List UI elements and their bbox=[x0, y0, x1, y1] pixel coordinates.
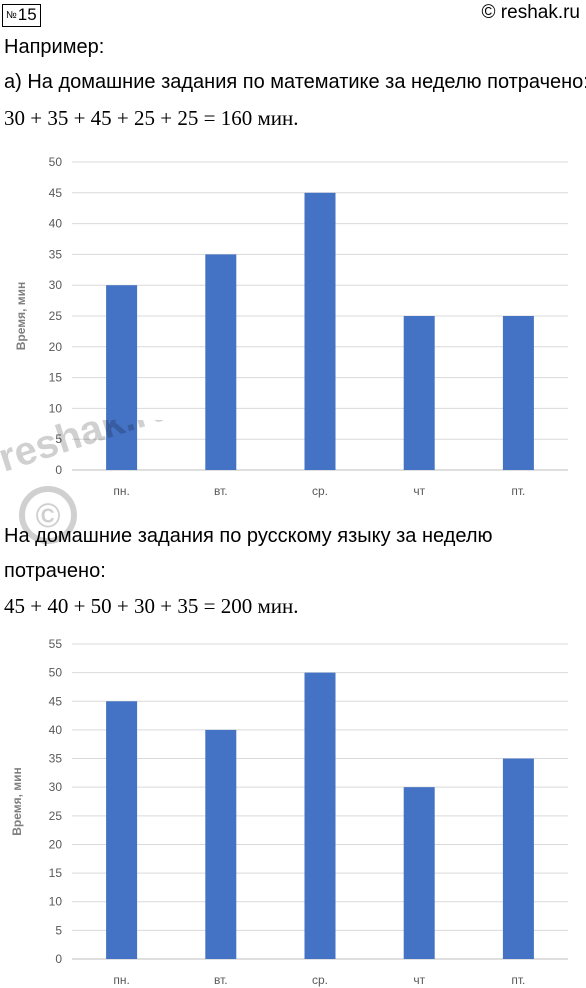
y-tick-label: 50 bbox=[49, 155, 63, 169]
russian-statement-line1: На домашние задания по русскому языку за… bbox=[4, 525, 493, 547]
y-tick-label: 50 bbox=[49, 666, 63, 680]
y-tick-label: 30 bbox=[49, 278, 63, 292]
bar bbox=[304, 192, 336, 471]
x-tick-label: чт bbox=[413, 973, 425, 987]
bar bbox=[403, 316, 435, 470]
y-tick-label: 5 bbox=[55, 432, 62, 446]
x-tick-label: пт. bbox=[511, 484, 525, 498]
x-tick-label: ср. bbox=[312, 973, 328, 987]
bar bbox=[205, 729, 237, 959]
number-sign: № bbox=[6, 10, 17, 21]
y-tick-label: 10 bbox=[49, 401, 63, 415]
russian-equation: 45 + 40 + 50 + 30 + 35 = 200 мин. bbox=[4, 594, 299, 618]
bar bbox=[403, 787, 435, 959]
y-tick-label: 5 bbox=[55, 923, 62, 937]
y-tick-label: 30 bbox=[49, 780, 63, 794]
x-tick-label: ср. bbox=[312, 484, 328, 498]
y-tick-label: 25 bbox=[49, 309, 63, 323]
math-statement: а) На домашние задания по математике за … bbox=[4, 71, 586, 93]
x-tick-label: пн. bbox=[113, 973, 129, 987]
x-tick-label: вт. bbox=[214, 973, 228, 987]
russian-statement-line2: потрачено: bbox=[4, 560, 106, 582]
bar bbox=[106, 701, 138, 959]
x-tick-label: пт. bbox=[511, 973, 525, 987]
task-number-badge: №15 bbox=[2, 4, 41, 27]
y-tick-label: 20 bbox=[49, 340, 63, 354]
math-equation: 30 + 35 + 45 + 25 + 25 = 160 мин. bbox=[4, 106, 299, 130]
y-tick-label: 40 bbox=[49, 217, 63, 231]
y-tick-label: 35 bbox=[49, 247, 63, 261]
x-tick-label: пн. bbox=[113, 484, 129, 498]
math-time-chart: 0 5 10 15 20 25 30 35 40 45 50 пн. вт. ср. чт пт. Время,… bbox=[14, 155, 568, 498]
y-tick-label: 35 bbox=[49, 752, 63, 766]
bar bbox=[502, 316, 534, 470]
y-tick-label: 45 bbox=[49, 186, 63, 200]
y-tick-label: 25 bbox=[49, 809, 63, 823]
y-tick-label: 0 bbox=[55, 952, 62, 966]
site-credit: © reshak.ru bbox=[481, 2, 580, 23]
y-tick-label: 15 bbox=[49, 371, 63, 385]
y-axis-label: Время, мин bbox=[14, 282, 28, 351]
bar bbox=[106, 285, 138, 470]
bar bbox=[502, 758, 534, 959]
bar bbox=[304, 672, 336, 959]
intro-text: Например: bbox=[4, 36, 105, 58]
page-header: №15 © reshak.ru bbox=[0, 0, 586, 30]
y-tick-label: 45 bbox=[49, 694, 63, 708]
y-axis-label: Время, мин bbox=[10, 767, 24, 836]
y-tick-label: 55 bbox=[49, 637, 63, 651]
y-tick-label: 10 bbox=[49, 895, 63, 909]
y-tick-label: 40 bbox=[49, 723, 63, 737]
task-number: 15 bbox=[17, 5, 37, 24]
y-tick-label: 0 bbox=[55, 463, 62, 477]
x-tick-label: чт bbox=[413, 484, 425, 498]
y-tick-label: 20 bbox=[49, 837, 63, 851]
bar bbox=[205, 254, 237, 470]
y-tick-label: 15 bbox=[49, 866, 63, 880]
x-tick-label: вт. bbox=[214, 484, 228, 498]
russian-time-chart: 0 5 10 15 20 25 30 35 40 45 50 55 пн. вт. ср. чт пт. Врем… bbox=[10, 637, 568, 987]
